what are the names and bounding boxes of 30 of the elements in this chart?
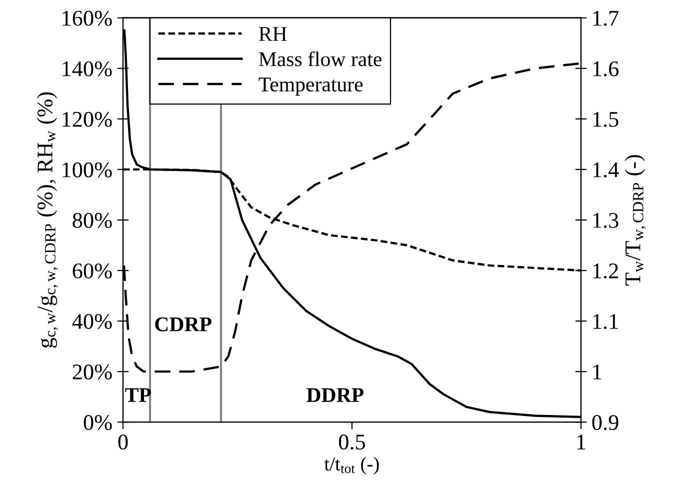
- y2-tick-label: 1.2: [593, 264, 618, 279]
- annotation: CDRP: [155, 317, 212, 332]
- x-tick-label: 0.5: [338, 434, 366, 450]
- y-tick-label: 40%: [72, 314, 112, 330]
- y-tick-label: 60%: [72, 263, 112, 279]
- y2-tick-label: 1.5: [593, 112, 618, 127]
- y2-axis-title: T$_{w}$/T$_{w,CDRP}$ (-): [624, 155, 646, 286]
- y-tick-label: 0%: [84, 415, 112, 430]
- x-tick-label: 0: [118, 434, 128, 450]
- y-tick-label: 160%: [62, 10, 112, 26]
- y-tick-label: 140%: [62, 61, 112, 76]
- annotation: TP: [125, 388, 151, 402]
- y-tick-label: 120%: [62, 112, 112, 127]
- legend-label: Temperature: [258, 78, 363, 96]
- y2-tick-label: 1.6: [593, 61, 619, 76]
- annotation: DDRP: [306, 388, 364, 402]
- y2-tick-label: 0.9: [592, 415, 618, 430]
- legend-label: RH: [258, 27, 287, 41]
- y2-tick-label: 1.1: [593, 314, 618, 330]
- y-axis-title: g$_{c,w}$/g$_{c,w,CDRP}$ (%), RH$_{w}$ (%): [36, 92, 58, 348]
- y2-tick-label: 1.3: [593, 212, 618, 228]
- legend-label: Mass flow rate: [258, 51, 382, 66]
- y2-tick-label: 1: [593, 364, 602, 380]
- y-tick-label: 20%: [72, 364, 112, 380]
- y-tick-label: 80%: [72, 212, 112, 228]
- x-axis-title: t/t$_{tot}$ (-): [324, 456, 379, 474]
- y-tick-label: 100%: [62, 162, 112, 178]
- x-tick-label: 1: [577, 434, 586, 450]
- y2-tick-label: 1.7: [593, 10, 619, 26]
- y2-tick-label: 1.4: [593, 162, 619, 178]
